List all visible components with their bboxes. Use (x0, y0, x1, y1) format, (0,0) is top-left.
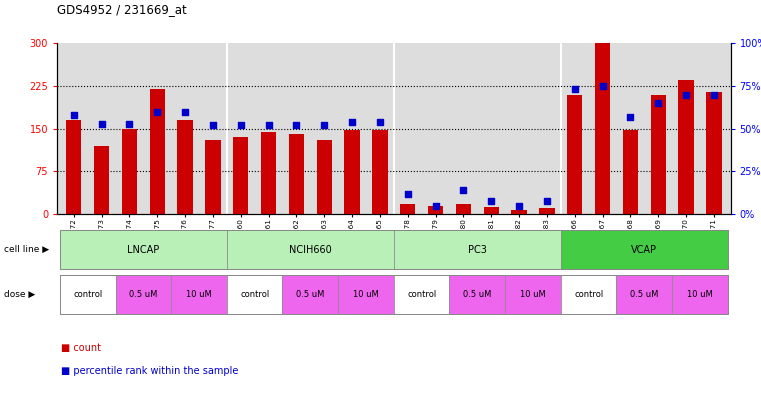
Text: VCAP: VCAP (632, 244, 658, 255)
Point (374, 119, 386, 125)
Text: LNCAP: LNCAP (127, 244, 160, 255)
Point (485, 197, 497, 204)
Point (597, 83, 609, 89)
Text: GDS4952 / 231669_at: GDS4952 / 231669_at (57, 3, 186, 16)
Point (680, 91, 692, 97)
Point (263, 122, 275, 129)
Bar (400, 204, 416, 214)
Point (68, 112, 80, 118)
Bar (651, 94, 666, 214)
Bar (288, 134, 304, 214)
Bar (150, 89, 165, 214)
Text: control: control (407, 290, 436, 299)
Bar (372, 130, 387, 214)
Text: control: control (240, 290, 269, 299)
Point (151, 108, 164, 115)
Text: 10 uM: 10 uM (520, 290, 546, 299)
Bar (261, 132, 276, 214)
Text: 0.5 uM: 0.5 uM (630, 290, 658, 299)
Text: cell line ▶: cell line ▶ (4, 245, 49, 254)
Bar (540, 208, 555, 214)
Point (346, 119, 358, 125)
Text: ■ percentile rank within the sample: ■ percentile rank within the sample (61, 366, 238, 376)
Point (708, 91, 720, 97)
Bar (205, 140, 221, 214)
Point (234, 122, 247, 129)
Point (402, 191, 414, 197)
Point (513, 202, 525, 209)
Text: 0.5 uM: 0.5 uM (129, 290, 158, 299)
Bar (177, 120, 193, 214)
Text: control: control (73, 290, 102, 299)
Bar (511, 209, 527, 214)
Bar (483, 208, 499, 214)
Text: PC3: PC3 (468, 244, 487, 255)
Text: 10 uM: 10 uM (687, 290, 713, 299)
Point (207, 122, 219, 129)
Bar (678, 80, 694, 214)
Bar (706, 92, 721, 214)
Bar (94, 146, 110, 214)
Point (291, 122, 303, 129)
Bar (122, 129, 137, 214)
Text: 10 uM: 10 uM (186, 290, 212, 299)
Point (96, 120, 108, 127)
Bar (317, 140, 332, 214)
Point (541, 197, 553, 204)
Point (457, 187, 470, 193)
Text: NCIH660: NCIH660 (289, 244, 332, 255)
Point (429, 202, 441, 209)
Text: control: control (574, 290, 603, 299)
Text: 0.5 uM: 0.5 uM (296, 290, 324, 299)
Bar (66, 120, 81, 214)
Text: dose ▶: dose ▶ (4, 290, 35, 299)
Point (568, 86, 581, 92)
Text: ■ count: ■ count (61, 343, 101, 353)
Text: 0.5 uM: 0.5 uM (463, 290, 492, 299)
Point (123, 120, 135, 127)
Point (652, 100, 664, 106)
Bar (428, 206, 443, 214)
Point (318, 122, 330, 129)
Point (624, 114, 636, 120)
Bar (456, 204, 471, 214)
Bar (233, 137, 248, 214)
Bar (567, 94, 582, 214)
Text: 10 uM: 10 uM (353, 290, 379, 299)
Bar (345, 130, 360, 214)
Point (179, 108, 191, 115)
Bar (622, 130, 638, 214)
Bar (595, 43, 610, 214)
